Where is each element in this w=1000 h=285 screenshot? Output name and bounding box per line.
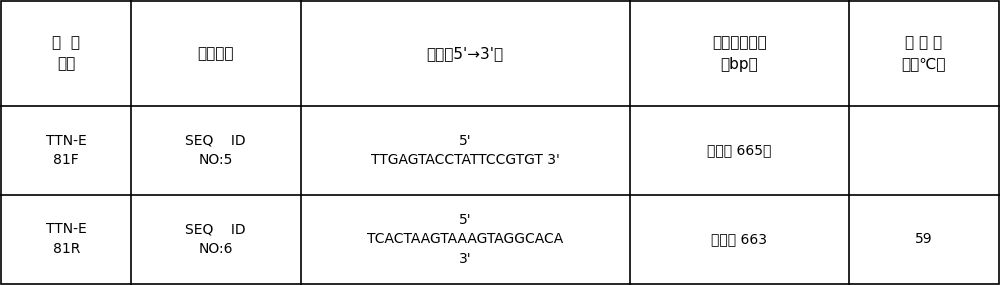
- Text: 扩增产物长度
（bp）: 扩增产物长度 （bp）: [712, 36, 767, 72]
- Text: SEQ    ID
NO:5: SEQ ID NO:5: [185, 133, 246, 167]
- Text: 退 火 温
度（℃）: 退 火 温 度（℃）: [902, 36, 946, 72]
- Text: 5'
TCACTAAGTAAAGTAGGCACA
3': 5' TCACTAAGTAAAGTAGGCACA 3': [367, 213, 563, 266]
- Text: 引  物
名称: 引 物 名称: [52, 36, 80, 72]
- Text: 5'
TTGAGTACCTATTCCGTGT 3': 5' TTGAGTACCTATTCCGTGT 3': [371, 133, 560, 167]
- Text: SEQ    ID
NO:6: SEQ ID NO:6: [185, 222, 246, 256]
- Text: 野生型 665；: 野生型 665；: [707, 143, 772, 157]
- Text: 序列（5'→3'）: 序列（5'→3'）: [427, 46, 504, 61]
- Text: 编号序列: 编号序列: [198, 46, 234, 61]
- Text: TTN-E
81R: TTN-E 81R: [46, 222, 87, 256]
- Text: TTN-E
81F: TTN-E 81F: [46, 133, 87, 167]
- Text: 突变型 663: 突变型 663: [711, 232, 767, 246]
- Text: 59: 59: [915, 232, 933, 246]
